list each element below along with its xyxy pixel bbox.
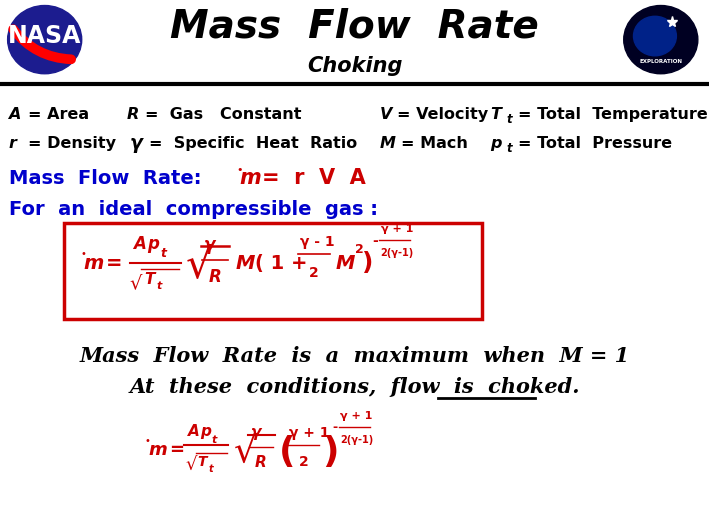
Text: p: p (201, 424, 211, 439)
Text: √: √ (234, 435, 257, 469)
Text: •: • (236, 165, 242, 175)
Text: γ + 1: γ + 1 (340, 411, 373, 420)
Text: =  Specific  Heat  Ratio: = Specific Heat Ratio (149, 136, 357, 151)
Text: t: t (208, 463, 213, 473)
Text: (: ( (279, 435, 295, 469)
Text: ): ) (322, 435, 338, 469)
Text: 2: 2 (309, 267, 319, 280)
Text: m: m (84, 254, 104, 273)
Text: m: m (148, 440, 167, 459)
Text: = Mach: = Mach (401, 136, 467, 151)
Text: t: t (506, 113, 512, 126)
Circle shape (624, 5, 698, 74)
Text: R: R (126, 107, 138, 122)
Text: EXPLORATION: EXPLORATION (640, 60, 682, 64)
Circle shape (8, 5, 82, 74)
Text: γ: γ (251, 425, 262, 440)
Text: Mass  Flow  Rate:: Mass Flow Rate: (9, 169, 201, 188)
Text: 2: 2 (355, 243, 364, 256)
Text: •: • (80, 250, 86, 259)
Text: 2(γ-1): 2(γ-1) (340, 435, 374, 445)
Text: A: A (188, 424, 200, 439)
Text: T: T (198, 454, 207, 469)
Text: -: - (372, 234, 378, 248)
Text: 2(γ-1): 2(γ-1) (381, 248, 414, 259)
Text: = Area: = Area (28, 107, 89, 122)
Text: t: t (157, 281, 162, 292)
Text: = Velocity: = Velocity (397, 107, 489, 122)
Text: γ + 1: γ + 1 (289, 426, 330, 439)
Text: γ: γ (130, 134, 143, 153)
Text: t: t (212, 435, 218, 445)
Text: =  r  V  A: = r V A (262, 168, 366, 188)
Text: = Total  Pressure: = Total Pressure (518, 136, 671, 151)
Text: = Density: = Density (28, 136, 116, 151)
Text: γ - 1: γ - 1 (300, 235, 335, 250)
Text: √: √ (185, 455, 196, 473)
Text: M: M (379, 136, 395, 151)
Text: m: m (240, 168, 262, 188)
Text: r: r (9, 136, 16, 151)
Circle shape (634, 16, 676, 56)
Text: γ + 1: γ + 1 (381, 225, 413, 234)
Text: √: √ (186, 244, 212, 286)
Text: 2: 2 (298, 454, 308, 469)
Text: At  these  conditions,  flow  is  choked.: At these conditions, flow is choked. (129, 377, 580, 397)
Text: For  an  ideal  compressible  gas :: For an ideal compressible gas : (9, 200, 377, 219)
Text: A: A (133, 235, 146, 253)
Text: ): ) (362, 251, 374, 276)
Text: √: √ (130, 273, 142, 292)
Text: R: R (255, 455, 267, 470)
Text: A: A (9, 107, 21, 122)
Text: -: - (333, 421, 337, 434)
Text: γ: γ (204, 236, 216, 254)
Text: M: M (335, 254, 354, 273)
Text: Mass  Flow  Rate  is  a  maximum  when  M = 1: Mass Flow Rate is a maximum when M = 1 (79, 346, 630, 367)
Text: p: p (147, 235, 160, 253)
Text: M: M (235, 254, 255, 273)
Text: ( 1 +: ( 1 + (255, 254, 308, 273)
Text: =: = (169, 440, 184, 459)
FancyArrowPatch shape (13, 29, 71, 59)
Text: t: t (160, 247, 166, 260)
Text: R: R (209, 268, 222, 286)
Text: Choking: Choking (307, 56, 402, 77)
Text: =  Gas   Constant: = Gas Constant (145, 107, 302, 122)
Text: T: T (144, 272, 155, 287)
Text: =: = (106, 254, 123, 273)
Text: NASA: NASA (8, 24, 82, 48)
Text: •: • (145, 436, 150, 445)
Text: T: T (491, 107, 501, 122)
Text: V: V (379, 107, 391, 122)
Text: Mass  Flow  Rate: Mass Flow Rate (170, 7, 539, 46)
Text: p: p (491, 136, 502, 151)
Bar (64, 223, 482, 319)
Text: = Total  Temperature: = Total Temperature (518, 107, 708, 122)
Text: t: t (506, 142, 512, 155)
